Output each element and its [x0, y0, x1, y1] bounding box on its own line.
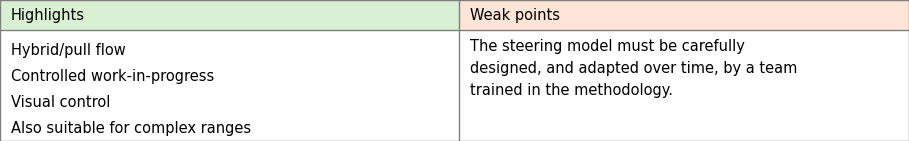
Text: Also suitable for complex ranges: Also suitable for complex ranges [11, 121, 251, 136]
Text: Hybrid/pull flow: Hybrid/pull flow [11, 43, 125, 58]
Bar [459, 30, 909, 141]
Bar [0, 0, 459, 30]
Bar [459, 0, 909, 30]
Text: Controlled work-in-progress: Controlled work-in-progress [11, 69, 215, 84]
Text: Visual control: Visual control [11, 95, 110, 110]
Text: Weak points: Weak points [470, 8, 560, 23]
Text: The steering model must be carefully
designed, and adapted over time, by a team
: The steering model must be carefully des… [470, 39, 797, 98]
Bar [0, 30, 459, 141]
Text: Highlights: Highlights [11, 8, 85, 23]
